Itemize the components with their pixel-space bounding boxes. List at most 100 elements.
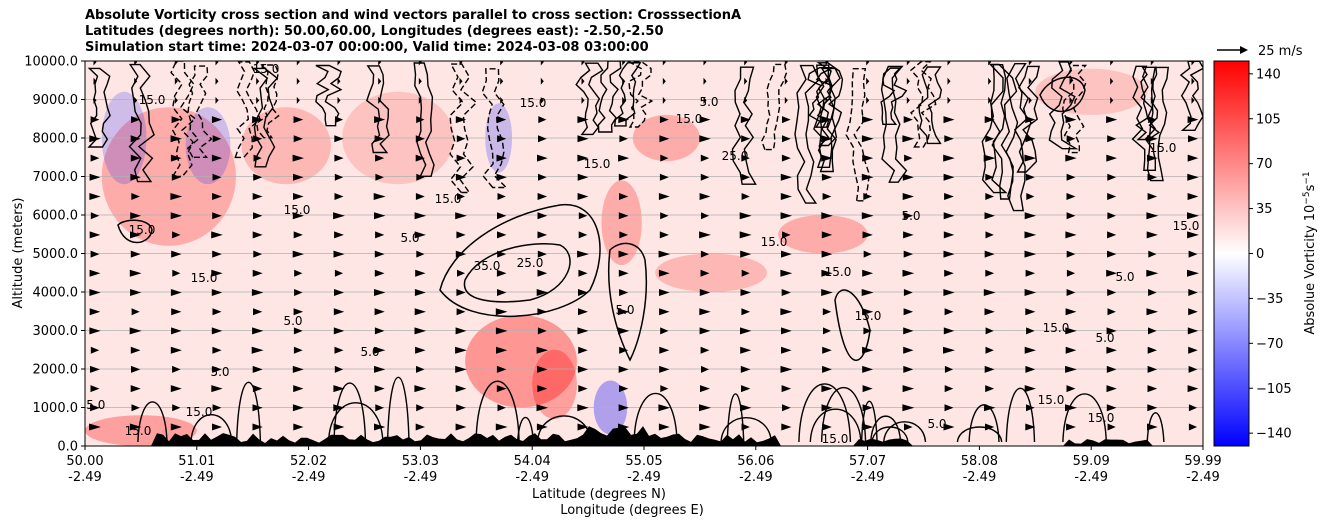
wind-vector-arrow xyxy=(862,154,874,162)
wind-vector-arrow xyxy=(1107,212,1116,220)
wind-vector-arrow xyxy=(780,173,792,181)
contour-line xyxy=(516,417,535,443)
wind-vector-arrow xyxy=(89,423,101,431)
wind-vector-arrow xyxy=(578,385,588,393)
contour-label: 15.0 xyxy=(825,265,852,279)
wind-vector-arrow xyxy=(944,365,954,373)
wind-vector-arrow xyxy=(1187,327,1199,335)
wind-vector-arrow xyxy=(1187,385,1199,393)
contour-line xyxy=(1039,76,1086,112)
vorticity-patch xyxy=(185,107,231,185)
contour-line xyxy=(386,376,410,443)
wind-vector-arrow xyxy=(862,365,874,373)
wind-vector-arrow xyxy=(1188,308,1198,316)
wind-vector-arrow xyxy=(89,269,101,277)
wind-vector-arrow xyxy=(822,308,832,316)
wind-vector-arrow xyxy=(170,212,182,220)
wind-vector-arrow xyxy=(619,289,629,296)
wind-vector-arrow xyxy=(459,77,463,85)
wind-vector-arrow xyxy=(455,250,467,258)
wind-vector-arrow xyxy=(1107,250,1117,258)
wind-vector-arrow xyxy=(335,116,343,124)
wind-vector-arrow xyxy=(456,154,466,162)
wind-vector-arrow xyxy=(577,193,589,200)
wind-vector-arrow xyxy=(619,193,629,200)
wind-vector-arrow xyxy=(1147,135,1158,143)
wind-vector-arrow xyxy=(293,346,303,354)
wind-vector-arrow xyxy=(536,346,549,354)
wind-vector-arrow xyxy=(1107,231,1117,239)
wind-vector-arrow xyxy=(455,423,467,431)
wind-vector-arrow xyxy=(1147,154,1158,162)
wind-vector-arrow xyxy=(537,308,548,316)
wind-vector-arrow xyxy=(90,154,100,162)
title-line-3: Simulation start time: 2024-03-07 00:00:… xyxy=(85,40,649,55)
wind-vectors xyxy=(89,61,1199,431)
wind-vector-arrow xyxy=(90,385,100,393)
wind-vector-arrow xyxy=(578,346,588,354)
wind-vector-arrow xyxy=(456,289,466,296)
wind-vector-arrow xyxy=(1106,154,1117,162)
wind-vector-arrow xyxy=(618,212,629,220)
wind-vector-arrow xyxy=(821,154,833,162)
wind-vector-arrow xyxy=(822,346,832,354)
wind-vector-arrow xyxy=(902,404,915,412)
wind-vector-arrow xyxy=(863,250,872,258)
wind-vector-arrow xyxy=(293,231,303,239)
wind-vector-arrow xyxy=(292,365,304,373)
colorbar-tick-label: −70 xyxy=(1256,337,1283,352)
wind-vector-arrow xyxy=(699,231,711,239)
wind-vector-arrow xyxy=(906,61,910,66)
x-tick-label-lon: -2.49 xyxy=(515,470,549,485)
contour-labels: 15.0 15.0 15.0 5.0 15.0 25.0 15.0 15.0 15.0 15.0 5… xyxy=(85,62,1199,446)
wind-vector-arrow xyxy=(1148,327,1157,335)
wind-vector-arrow xyxy=(985,327,994,335)
contour-label: 15.0 xyxy=(761,235,788,249)
wind-vector-arrow xyxy=(93,96,97,104)
wind-vector-arrow xyxy=(495,308,508,316)
wind-vector-arrow xyxy=(374,365,386,373)
contour-label: 15.0 xyxy=(253,62,280,76)
wind-vector-arrow xyxy=(497,289,507,296)
wind-vector-arrow xyxy=(821,289,833,296)
wind-vector-arrow xyxy=(784,77,788,85)
wind-vector-arrow xyxy=(700,269,710,277)
wind-vector-arrow xyxy=(862,385,873,393)
wind-vector-arrow xyxy=(781,346,792,354)
wind-vector-arrow xyxy=(983,154,996,162)
y-tick-label: 0.0 xyxy=(57,440,78,455)
contour-line xyxy=(909,61,937,148)
wind-vector-arrow xyxy=(378,96,382,104)
vorticity-patch xyxy=(655,253,767,292)
wind-vector-arrow xyxy=(1106,346,1117,354)
wind-vector-arrow xyxy=(1188,423,1198,431)
wind-vector-arrow xyxy=(334,289,344,296)
wind-vector-arrow xyxy=(618,173,629,181)
wind-vector-arrow xyxy=(703,77,707,85)
wind-vector-arrow xyxy=(212,193,222,200)
wind-vector-arrow xyxy=(581,96,585,104)
wind-vector-arrow xyxy=(333,385,345,393)
wind-vector-arrow xyxy=(1028,96,1032,104)
wind-vector-arrow xyxy=(577,116,589,124)
wind-vector-arrow xyxy=(455,173,467,181)
wind-vector-arrow xyxy=(172,269,181,277)
wind-vector-arrow xyxy=(375,404,385,412)
wind-vector-arrow xyxy=(658,250,671,258)
wind-vector-arrow xyxy=(456,231,466,239)
wind-vector-arrow xyxy=(130,212,142,220)
wind-vector-arrow xyxy=(618,116,630,124)
wind-vector-arrow xyxy=(334,135,344,143)
x-tick-label-lat: 52.02 xyxy=(290,454,327,469)
wind-vector-arrow xyxy=(1106,269,1118,277)
wind-vector-arrow xyxy=(947,61,951,66)
contour-line xyxy=(255,64,280,139)
wind-vector-arrow xyxy=(658,423,670,431)
contour-line xyxy=(798,383,852,443)
wind-vector-arrow xyxy=(90,250,100,258)
wind-vector-arrow xyxy=(131,365,141,373)
wind-vector-arrow xyxy=(374,289,386,296)
wind-vector-arrow xyxy=(1065,327,1077,335)
wind-vector-arrow xyxy=(1147,193,1158,200)
wind-vector-arrow xyxy=(902,269,915,277)
